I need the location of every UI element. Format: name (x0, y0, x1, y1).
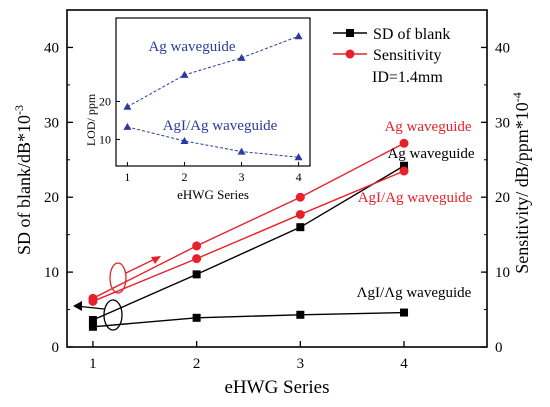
series-sd-0-point-3 (296, 223, 305, 232)
inset-x-tick-label-1: 1 (124, 170, 130, 184)
y-axis-left-label-text: SD of blank/dB*10 (14, 115, 34, 255)
series-sd-1-point-4 (400, 308, 409, 317)
annotation-ag-sensitivity: Ag waveguide (384, 119, 471, 135)
sensitivity-axis-indicator (109, 262, 127, 294)
sensitivity-axis-arrow (125, 257, 158, 274)
annotation-agi-sensitivity: AgI/Ag waveguide (358, 190, 473, 206)
series-sensitivity-2-line (92, 142, 405, 299)
inset-frame (115, 17, 311, 167)
inset-series-1-point-3 (237, 147, 246, 155)
y-right-tick-label-10: 10 (495, 265, 510, 281)
y-right-tick-label-20: 20 (495, 190, 510, 206)
y-left-tick-label-30: 30 (44, 115, 59, 131)
inset-y-tick-label-20: 20 (99, 94, 111, 108)
series-sensitivity-3-point-3 (295, 209, 305, 219)
inset-series-0-line (127, 35, 299, 108)
inset-label-agi: AgI/Ag waveguide (163, 118, 278, 134)
y-axis-right-label-text: Sensitivity/ dB/ppm*10 (512, 102, 532, 274)
x-tick-label-4: 4 (400, 356, 408, 372)
inset-y-axis-label: LOD/ ppm (84, 93, 98, 146)
x-axis-label: eHWG Series (225, 377, 330, 398)
y-left-tick-label-10: 10 (44, 265, 59, 281)
series-sensitivity-3-point-1 (88, 296, 98, 306)
y-axis-right-label: Sensitivity/ dB/ppm*10-4 (510, 92, 532, 274)
legend-label-sd: SD of blank (373, 26, 450, 43)
series-sensitivity-3-point-2 (192, 254, 202, 264)
legend-marker-sensitivity (345, 49, 355, 59)
series-sd-0-point-1 (88, 316, 97, 325)
y-axis-left-label-exp: -3 (12, 105, 26, 115)
series-sensitivity-2-point-4 (399, 138, 409, 148)
series-sensitivity-3-line (92, 170, 405, 302)
y-right-tick-label-30: 30 (495, 115, 510, 131)
inset-chart: 1 2 3 4 10 20 eHWG Series LOD/ ppm Ag wavegui… (84, 17, 311, 202)
series-sensitivity-2-point-2 (192, 241, 202, 251)
y-right-tick-label-0: 0 (495, 340, 503, 356)
inset-series-1-line (127, 126, 299, 158)
inset-series-1-point-4 (294, 153, 303, 161)
series-sd-1-point-2 (192, 313, 201, 322)
sd-axis-indicator (103, 299, 123, 331)
legend-marker-sd (346, 29, 354, 37)
legend: SD of blank Sensitivity ID=1.4mm (333, 26, 450, 86)
inset-label-ag: Ag waveguide (148, 39, 235, 55)
series-sensitivity-2-point-3 (295, 192, 305, 202)
y-left-tick-label-40: 40 (44, 40, 59, 56)
inset-y-tick-label-10: 10 (99, 132, 111, 146)
inset-x-axis-label: eHWG Series (177, 187, 249, 202)
series-sd-1-line (92, 311, 405, 328)
series-sd-0-point-2 (192, 270, 201, 279)
inset-x-tick-label-3: 3 (239, 170, 245, 184)
y-axis-right-label-exp: -4 (510, 92, 524, 102)
series-sd-1-point-1 (88, 322, 97, 331)
inset-plot-area (123, 32, 303, 161)
inset-x-tick-label-2: 2 (181, 170, 187, 184)
plot-area (88, 138, 409, 331)
sd-axis-arrowhead (73, 301, 82, 311)
annotation-ag-sd: Ag waveguide (387, 146, 474, 162)
plot-frame (66, 9, 488, 348)
series-sd-0-point-4 (400, 161, 409, 170)
inset-series-0-point-4 (294, 32, 303, 40)
y-right-tick-label-40: 40 (495, 40, 510, 56)
x-tick-label-2: 2 (193, 356, 201, 372)
annotation-agi-sd: ΛgI/Λg waveguide (357, 285, 472, 301)
inset-axes: 1 2 3 4 10 20 (99, 94, 302, 184)
y-axis-left-label: SD of blank/dB*10-3 (12, 105, 34, 255)
inset-series-0-point-1 (123, 102, 132, 110)
series-sd-0-line (92, 165, 405, 321)
series-sd-1-point-3 (296, 310, 305, 319)
x-tick-label-1: 1 (89, 356, 97, 372)
sensitivity-axis-arrowhead (151, 256, 161, 264)
y-left-tick-label-20: 20 (44, 190, 59, 206)
y-left-tick-label-0: 0 (52, 340, 60, 356)
inset-series-1-point-2 (180, 136, 189, 144)
inset-series-0-point-2 (180, 70, 189, 78)
legend-note: ID=1.4mm (372, 69, 443, 86)
legend-label-sensitivity: Sensitivity (373, 47, 441, 64)
inset-series-0-point-3 (237, 53, 246, 61)
inset-series-1-point-1 (123, 122, 132, 130)
x-tick-label-3: 3 (297, 356, 305, 372)
series-sensitivity-3-point-4 (399, 166, 409, 176)
inset-x-tick-label-4: 4 (296, 170, 302, 184)
